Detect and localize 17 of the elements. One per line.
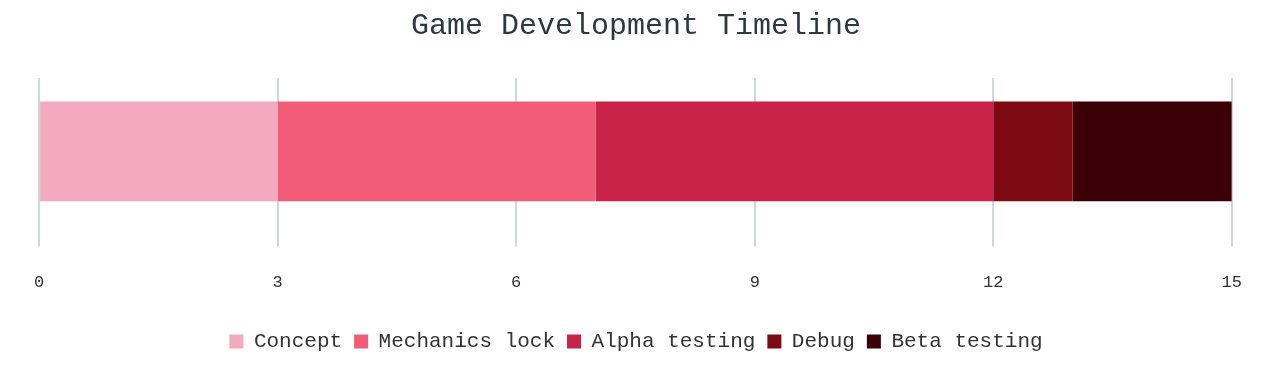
x-tick-label: 0 bbox=[34, 273, 45, 293]
x-tick-label: 6 bbox=[511, 273, 522, 293]
legend-label: Mechanics lock bbox=[378, 330, 556, 354]
x-tick-label: 12 bbox=[983, 273, 1004, 293]
bar bbox=[40, 101, 278, 202]
bar bbox=[1072, 101, 1232, 202]
x-tick-label: 3 bbox=[272, 273, 283, 293]
bar bbox=[595, 101, 994, 202]
x-tick-label: 15 bbox=[1221, 273, 1242, 293]
bar bbox=[993, 101, 1073, 202]
chart-title: Game Development Timeline bbox=[410, 8, 862, 43]
legend-label: Alpha testing bbox=[591, 330, 756, 354]
legend-label: Beta testing bbox=[891, 330, 1043, 354]
legend-label: Concept bbox=[253, 330, 343, 354]
bar bbox=[277, 101, 596, 202]
x-tick-label: 9 bbox=[749, 273, 760, 293]
legend-label: Debug bbox=[791, 330, 855, 354]
